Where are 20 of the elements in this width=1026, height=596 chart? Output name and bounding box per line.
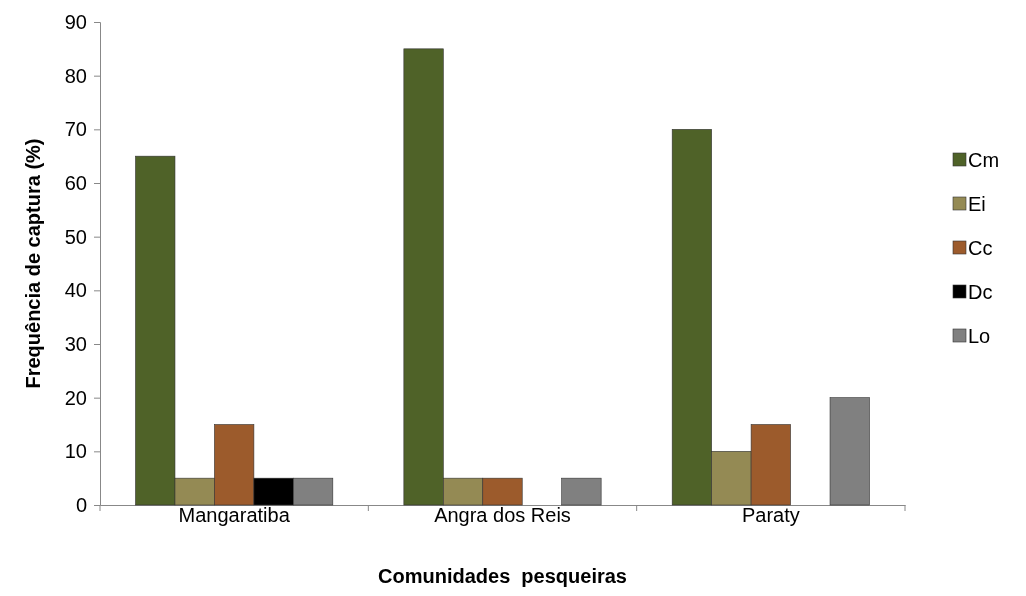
legend-label: Lo bbox=[968, 325, 991, 347]
x-tick-label: Angra dos Reis bbox=[434, 504, 571, 526]
legend-label: Dc bbox=[968, 281, 993, 303]
y-tick-label: 50 bbox=[64, 225, 87, 248]
x-axis-title: Comunidades pesqueiras bbox=[378, 565, 627, 587]
y-tick-label: 20 bbox=[64, 386, 87, 409]
y-tick-label: 70 bbox=[64, 118, 87, 141]
y-tick-label: 0 bbox=[75, 493, 87, 516]
x-tick-label: Mangaratiba bbox=[178, 504, 291, 526]
y-tick-label: 90 bbox=[64, 10, 87, 33]
y-tick-label: 60 bbox=[64, 171, 87, 194]
x-tick-label: Paraty bbox=[741, 504, 800, 526]
y-tick-label: 10 bbox=[64, 440, 87, 463]
y-tick-label: 30 bbox=[64, 332, 87, 355]
y-tick-label: 80 bbox=[64, 64, 87, 87]
legend-label: Cc bbox=[968, 237, 993, 259]
legend-label: Cm bbox=[968, 149, 1000, 171]
y-tick-label: 40 bbox=[64, 279, 87, 302]
y-axis-title: Frequência de captura (%) bbox=[22, 138, 44, 389]
legend-label: Ei bbox=[968, 193, 986, 215]
